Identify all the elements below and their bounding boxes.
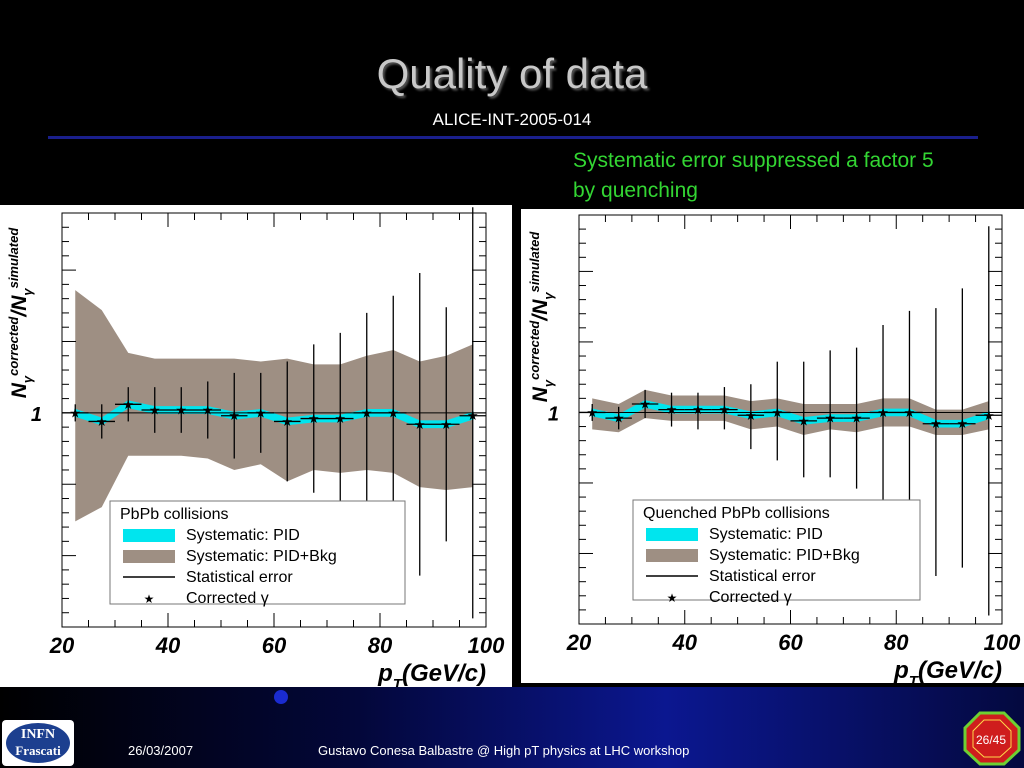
corrected-gamma-point: ★ [666, 402, 678, 417]
x-axis-title: pT(GeV/c) [893, 657, 1002, 683]
corrected-gamma-point: ★ [334, 411, 346, 426]
legend-item-label: Systematic: PID+Bkg [709, 547, 860, 564]
legend-item-label: Systematic: PID [709, 526, 823, 543]
footer-date: 26/03/2007 [128, 743, 194, 758]
y-axis-title-text: Nγcorrected/Nγsimulated [6, 227, 35, 399]
x-tick-label: 20 [49, 633, 75, 658]
corrected-gamma-point: ★ [613, 411, 625, 426]
corrected-gamma-point: ★ [361, 405, 373, 420]
decorative-dot [274, 690, 288, 704]
legend-header: PbPb collisions [120, 506, 229, 523]
x-tick-label: 80 [884, 630, 909, 655]
chart-pbpb: ★ ★ ★ ★ ★ ★ ★ ★ ★ ★ ★ ★ ★ ★ ★ ★ 20 40 60 80 100 1 pT(GeV/c) Nγc… [6, 207, 505, 687]
page-number: 26/45 [976, 733, 1007, 747]
corrected-gamma-point: ★ [308, 411, 320, 426]
y-axis-title-text: Nγcorrected/Nγsimulated [527, 231, 556, 403]
legend-item-label: Statistical error [186, 569, 293, 586]
corrected-gamma-point: ★ [414, 417, 426, 432]
corrected-gamma-point: ★ [904, 405, 916, 420]
alice-badge-icon [963, 711, 1021, 766]
footer-text: Gustavo Conesa Balbastre @ High pT physi… [318, 743, 690, 758]
quenching-note: Systematic error suppressed a factor 5 b… [573, 149, 934, 202]
legend-item-label: Systematic: PID [186, 527, 300, 544]
legend-item-label: Corrected γ [709, 589, 792, 606]
legend-swatch-pid-bkg [123, 550, 175, 563]
corrected-gamma-point: ★ [96, 414, 108, 429]
legend-item-label: Systematic: PID+Bkg [186, 548, 337, 565]
infn-logo-text: INFN [20, 727, 56, 742]
corrected-gamma-point: ★ [798, 413, 810, 428]
corrected-gamma-point: ★ [983, 408, 995, 423]
corrected-gamma-point: ★ [440, 417, 452, 432]
corrected-gamma-point: ★ [745, 408, 757, 423]
corrected-gamma-point: ★ [467, 408, 479, 423]
x-tick-label: 100 [468, 633, 505, 658]
corrected-gamma-point: ★ [387, 405, 399, 420]
chart-panel-quenched: ★ ★ ★ ★ ★ ★ ★ ★ ★ ★ ★ ★ ★ ★ ★ ★ 20 40 60 80 100 1 pT(GeV/c) Nγc… [521, 209, 1024, 683]
corrected-gamma-point: ★ [255, 405, 267, 420]
legend-swatch-corrected: ★ [144, 592, 155, 606]
infn-logo-oval: INFN Frascati [6, 723, 70, 763]
x-tick-label: 20 [566, 630, 592, 655]
chart-panel-pbpb: ★ ★ ★ ★ ★ ★ ★ ★ ★ ★ ★ ★ ★ ★ ★ ★ 20 40 60 80 100 1 pT(GeV/c) Nγc… [0, 205, 512, 687]
x-axis-title: pT(GeV/c) [377, 660, 486, 687]
legend-swatch-pid [646, 528, 698, 541]
legend-item-label: Corrected γ [186, 590, 269, 607]
corrected-gamma-point: ★ [692, 402, 704, 417]
x-tick-label: 60 [778, 630, 803, 655]
corrected-gamma-point: ★ [877, 405, 889, 420]
legend-header: Quenched PbPb collisions [643, 505, 830, 522]
slide-subtitle: ALICE-INT-2005-014 [432, 110, 592, 129]
corrected-gamma-point: ★ [771, 405, 783, 420]
corrected-gamma-point: ★ [202, 403, 214, 418]
corrected-gamma-point: ★ [228, 408, 240, 423]
y-axis-title: Nγcorrected/Nγsimulated [527, 231, 556, 403]
legend-swatch-pid-bkg [646, 549, 698, 562]
corrected-gamma-point: ★ [149, 403, 161, 418]
corrected-gamma-point: ★ [957, 416, 969, 431]
legend-item-label: Statistical error [709, 568, 816, 585]
corrected-gamma-point: ★ [281, 414, 293, 429]
infn-logo: INFN Frascati [2, 720, 74, 766]
corrected-gamma-point: ★ [824, 411, 836, 426]
legend-swatch-corrected: ★ [667, 591, 678, 605]
corrected-gamma-point: ★ [930, 416, 942, 431]
title-divider [48, 136, 978, 139]
infn-logo-subtext: Frascati [15, 743, 61, 758]
slide-title: Quality of data [376, 50, 648, 97]
y-tick-label: 1 [31, 404, 42, 426]
x-tick-label: 40 [155, 633, 181, 658]
chart-quenched: ★ ★ ★ ★ ★ ★ ★ ★ ★ ★ ★ ★ ★ ★ ★ ★ 20 40 60 80 100 1 pT(GeV/c) Nγc… [527, 214, 1021, 683]
x-tick-label: 100 [984, 630, 1021, 655]
x-tick-label: 60 [262, 633, 287, 658]
x-tick-label: 40 [672, 630, 698, 655]
corrected-gamma-point: ★ [639, 396, 651, 411]
corrected-gamma-point: ★ [175, 403, 187, 418]
systematic-pid-bkg-band [75, 290, 473, 522]
x-tick-label: 80 [368, 633, 393, 658]
footer-band [0, 687, 1024, 768]
y-axis-title: Nγcorrected/Nγsimulated [6, 227, 35, 399]
corrected-gamma-point: ★ [719, 402, 731, 417]
y-tick-label: 1 [548, 403, 559, 425]
corrected-gamma-point: ★ [122, 397, 134, 412]
corrected-gamma-point: ★ [851, 411, 863, 426]
legend-swatch-pid [123, 529, 175, 542]
